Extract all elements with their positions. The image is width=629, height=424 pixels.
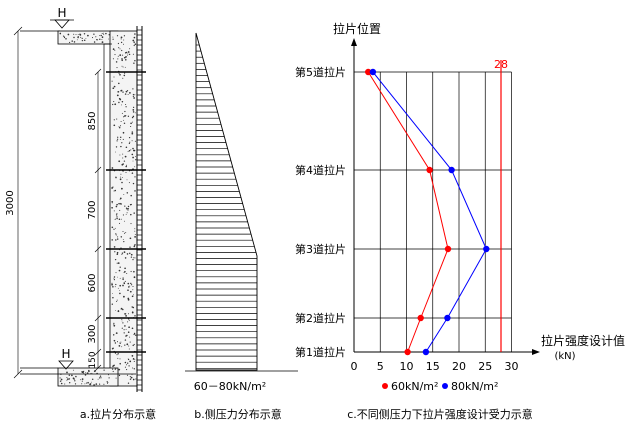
water-level-bottom-label: H — [61, 347, 70, 361]
spacing-label-700: 700 — [87, 200, 98, 219]
data-point — [404, 348, 411, 356]
data-point — [444, 314, 451, 322]
spacing-label-300: 300 — [87, 324, 98, 343]
concrete-wall — [109, 30, 138, 387]
water-level-top-label: H — [57, 6, 66, 20]
category-label: 第5道拉片 — [295, 65, 346, 79]
total-height-dimension: 3000 — [5, 26, 23, 379]
water-level-bottom-marker: H — [20, 347, 136, 375]
category-label: 第4道拉片 — [295, 163, 346, 177]
caption-a: a.拉片分布示意 — [80, 407, 156, 421]
category-label: 第3道拉片 — [295, 242, 346, 256]
x-tick-label: 30 — [505, 360, 519, 373]
spacing-label-850: 850 — [87, 111, 98, 130]
series-80 — [369, 68, 490, 356]
x-tick-label: 25 — [478, 360, 492, 373]
panel-c: 拉片位置 0 5 10 15 20 25 30 第1道拉片 第2道拉片 第3道拉片 第4道拉片 第5… — [295, 21, 625, 421]
series-line — [372, 71, 487, 353]
category-label: 第1道拉片 — [295, 345, 346, 359]
chart-grid — [354, 71, 512, 353]
total-height-label: 3000 — [5, 190, 16, 215]
chart-legend: 60kN/m² 80kN/m² — [382, 380, 498, 393]
data-point — [417, 314, 424, 322]
x-axis-unit: (kN) — [554, 351, 575, 362]
top-slab — [57, 30, 119, 45]
panel-a: H H — [5, 6, 156, 421]
chart-series — [365, 68, 490, 356]
data-point — [369, 68, 377, 76]
pressure-hatching — [196, 44, 257, 369]
category-labels: 第1道拉片 第2道拉片 第3道拉片 第4道拉片 第5道拉片 — [295, 65, 346, 359]
data-point — [365, 68, 372, 76]
legend-label-80: 80kN/m² — [451, 380, 498, 393]
data-point — [448, 166, 455, 174]
x-axis-title: 拉片强度设计值 — [541, 333, 625, 348]
water-level-top-marker: H — [20, 6, 74, 32]
data-point — [426, 166, 433, 174]
data-point — [444, 245, 452, 253]
spacing-label-150: 150 — [88, 351, 98, 368]
caption-b: b.侧压力分布示意 — [194, 407, 281, 421]
pressure-diagram-outline — [195, 32, 258, 371]
spacing-label-600: 600 — [87, 273, 98, 292]
side-formwork — [136, 26, 143, 392]
x-tick-labels: 0 5 10 15 20 25 30 — [351, 360, 519, 373]
concrete-texture — [59, 32, 137, 386]
legend-marker-80 — [442, 383, 448, 389]
series-60 — [365, 68, 452, 356]
x-tick-label: 20 — [452, 360, 466, 373]
data-point — [483, 245, 490, 253]
category-label: 第2道拉片 — [295, 311, 346, 325]
legend-marker-60 — [382, 383, 388, 389]
design-value-label: 28 — [494, 58, 508, 71]
x-tick-label: 15 — [426, 360, 440, 373]
data-point — [422, 348, 430, 356]
x-tick-label: 10 — [400, 360, 414, 373]
caption-c: c.不同侧压力下拉片强度设计受力示意 — [347, 407, 533, 421]
y-axis-title: 拉片位置 — [333, 21, 381, 36]
pressure-range-label: 60－80kN/m² — [194, 380, 266, 393]
tie-rods — [106, 71, 146, 353]
x-tick-label: 5 — [377, 360, 384, 373]
bottom-slab — [57, 367, 119, 387]
x-tick-label: 0 — [351, 360, 358, 373]
spacing-dimension-chain: 850 700 600 300 150 — [87, 68, 102, 372]
panel-b: 60－80kN/m² b.侧压力分布示意 — [185, 32, 298, 421]
legend-label-60: 60kN/m² — [391, 380, 438, 393]
